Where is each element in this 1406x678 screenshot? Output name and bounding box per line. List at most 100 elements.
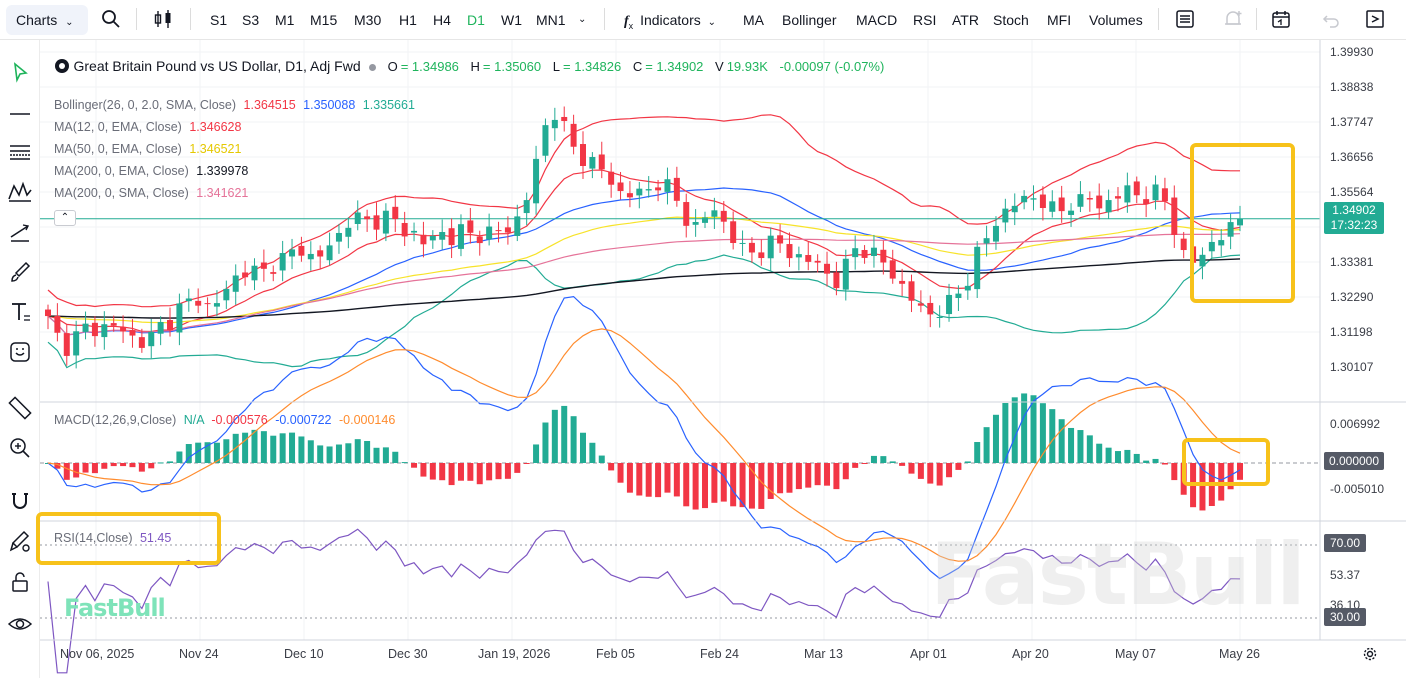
candlestick-type-icon[interactable] xyxy=(152,8,174,30)
trendline-icon[interactable] xyxy=(6,218,34,246)
quick-indicator-rsi[interactable]: RSI xyxy=(913,12,937,28)
macd-histogram-bar xyxy=(279,433,286,463)
pattern-icon[interactable] xyxy=(6,178,34,206)
price-axis-label: 1.38838 xyxy=(1330,80,1374,94)
timeframe-s1[interactable]: S1 xyxy=(210,12,228,28)
ma200-sma-label: MA(200, 0, SMA, Close) xyxy=(54,186,189,200)
candle-body xyxy=(842,258,849,290)
macd-histogram-bar xyxy=(730,463,737,507)
macd-histogram-bar xyxy=(1161,463,1168,465)
quick-indicator-volumes[interactable]: Volumes xyxy=(1089,12,1143,28)
macd-histogram-bar xyxy=(270,435,277,463)
macd-histogram-bar xyxy=(1237,463,1243,480)
zoom-in-icon[interactable] xyxy=(6,434,34,462)
fibonacci-icon[interactable] xyxy=(6,138,34,166)
timeframe-m15[interactable]: M15 xyxy=(310,12,338,28)
candle-body xyxy=(1180,238,1187,251)
macd-histogram-bar xyxy=(251,429,258,463)
open-label: O xyxy=(387,59,398,74)
candle-body xyxy=(992,225,999,242)
timeframe-w1[interactable]: W1 xyxy=(501,12,522,28)
rsi-value: 51.45 xyxy=(139,531,172,545)
lock-icon[interactable] xyxy=(6,568,34,596)
price-axis-label: 1.31198 xyxy=(1330,325,1373,339)
quick-indicator-stoch[interactable]: Stoch xyxy=(993,12,1029,28)
ma200-sma-value: 1.341621 xyxy=(196,186,249,200)
timeframe-mn1[interactable]: MN1 xyxy=(536,12,566,28)
candle-body xyxy=(683,202,690,226)
legend-ma200-ema[interactable]: MA(200, 0, EMA, Close) 1.339978 xyxy=(54,164,248,178)
macd-histogram-bar xyxy=(167,461,174,463)
macd-histogram-bar xyxy=(852,463,859,468)
candle-body xyxy=(157,322,164,334)
candle-body xyxy=(138,337,145,348)
macd-histogram-bar xyxy=(880,456,887,463)
macd-signal-value: -0.000722 xyxy=(275,413,332,427)
emoji-icon[interactable] xyxy=(6,338,34,366)
macd-histogram-bar xyxy=(1039,403,1046,463)
calendar-icon[interactable] xyxy=(1270,8,1292,30)
legend-ma12[interactable]: MA(12, 0, EMA, Close) 1.346628 xyxy=(54,120,241,134)
legend-macd[interactable]: MACD(12,26,9,Close) N/A -0.000576 -0.000… xyxy=(54,413,395,427)
timeframe-m1[interactable]: M1 xyxy=(275,12,295,28)
quick-indicator-mfi[interactable]: MFI xyxy=(1047,12,1072,28)
candle-body xyxy=(767,235,774,259)
settings-gear-icon[interactable] xyxy=(1362,646,1378,662)
indicators-button[interactable]: fx Indicators ⌄ xyxy=(624,12,717,31)
quick-indicator-bollinger[interactable]: Bollinger xyxy=(782,12,837,28)
legend-ma50[interactable]: MA(50, 0, EMA, Close) 1.346521 xyxy=(54,142,241,156)
timeframe-m30[interactable]: M30 xyxy=(354,12,382,28)
quick-indicator-ma[interactable]: MA xyxy=(743,12,764,28)
timeframe-d1[interactable]: D1 xyxy=(467,12,485,28)
candle-body xyxy=(495,230,502,232)
timeframe-h1[interactable]: H1 xyxy=(399,12,417,28)
candle-body xyxy=(786,244,793,259)
price-axis-label: 1.32290 xyxy=(1330,290,1374,304)
candle-body xyxy=(345,227,352,237)
date-axis-label: Feb 05 xyxy=(596,647,635,661)
candle-body xyxy=(598,154,605,170)
macd-histogram-bar xyxy=(777,463,784,494)
legend-bollinger[interactable]: Bollinger(26, 0, 2.0, SMA, Close) 1.3645… xyxy=(54,98,415,112)
text-tool-icon[interactable] xyxy=(6,298,34,326)
fullscreen-exit-icon[interactable] xyxy=(1364,8,1386,30)
search-icon[interactable] xyxy=(100,8,122,30)
macd-histogram-bar xyxy=(1227,463,1234,490)
candle-body xyxy=(401,222,408,237)
alert-icon[interactable] xyxy=(1222,8,1244,30)
macd-histogram-bar xyxy=(476,463,483,485)
horizontal-line-icon[interactable] xyxy=(6,100,34,128)
quick-indicator-atr[interactable]: ATR xyxy=(952,12,979,28)
candle-body xyxy=(185,298,192,302)
brush-icon[interactable] xyxy=(6,258,34,286)
timeframe-more-chevron-icon[interactable]: ⌄ xyxy=(578,14,587,25)
macd-histogram-bar xyxy=(1218,463,1225,501)
macd-histogram-bar xyxy=(711,463,718,503)
legend-ma200-sma[interactable]: MA(200, 0, SMA, Close) 1.341621 xyxy=(54,186,248,200)
eye-icon[interactable] xyxy=(6,610,34,638)
template-list-icon[interactable] xyxy=(1174,8,1196,30)
macd-histogram-bar xyxy=(570,416,577,463)
magnet-icon[interactable] xyxy=(6,486,34,514)
stay-drawing-mode-icon[interactable] xyxy=(6,528,34,556)
timeframe-h4[interactable]: H4 xyxy=(433,12,451,28)
charts-menu-button[interactable]: Charts ⌄ xyxy=(6,5,88,35)
candle-body xyxy=(439,232,446,240)
legend-rsi[interactable]: RSI(14,Close) 51.45 xyxy=(54,531,171,545)
cursor-arrow-icon[interactable] xyxy=(6,58,34,86)
macd-histogram-bar xyxy=(411,463,418,468)
ruler-icon[interactable] xyxy=(6,394,34,422)
macd-histogram-bar xyxy=(767,463,774,499)
macd-histogram-bar xyxy=(1105,447,1112,463)
macd-histogram-bar xyxy=(1171,463,1178,481)
quick-indicator-macd[interactable]: MACD xyxy=(856,12,898,28)
candle-body xyxy=(730,221,737,243)
undo-icon[interactable] xyxy=(1320,8,1342,30)
collapse-legend-button[interactable]: ⌃ xyxy=(54,210,76,226)
bar-countdown: 17:32:23 xyxy=(1330,218,1378,232)
macd-histogram-bar xyxy=(54,463,61,469)
macd-histogram-bar xyxy=(1114,451,1121,463)
timeframe-s3[interactable]: S3 xyxy=(242,12,260,28)
date-axis-label: Feb 24 xyxy=(700,647,739,661)
